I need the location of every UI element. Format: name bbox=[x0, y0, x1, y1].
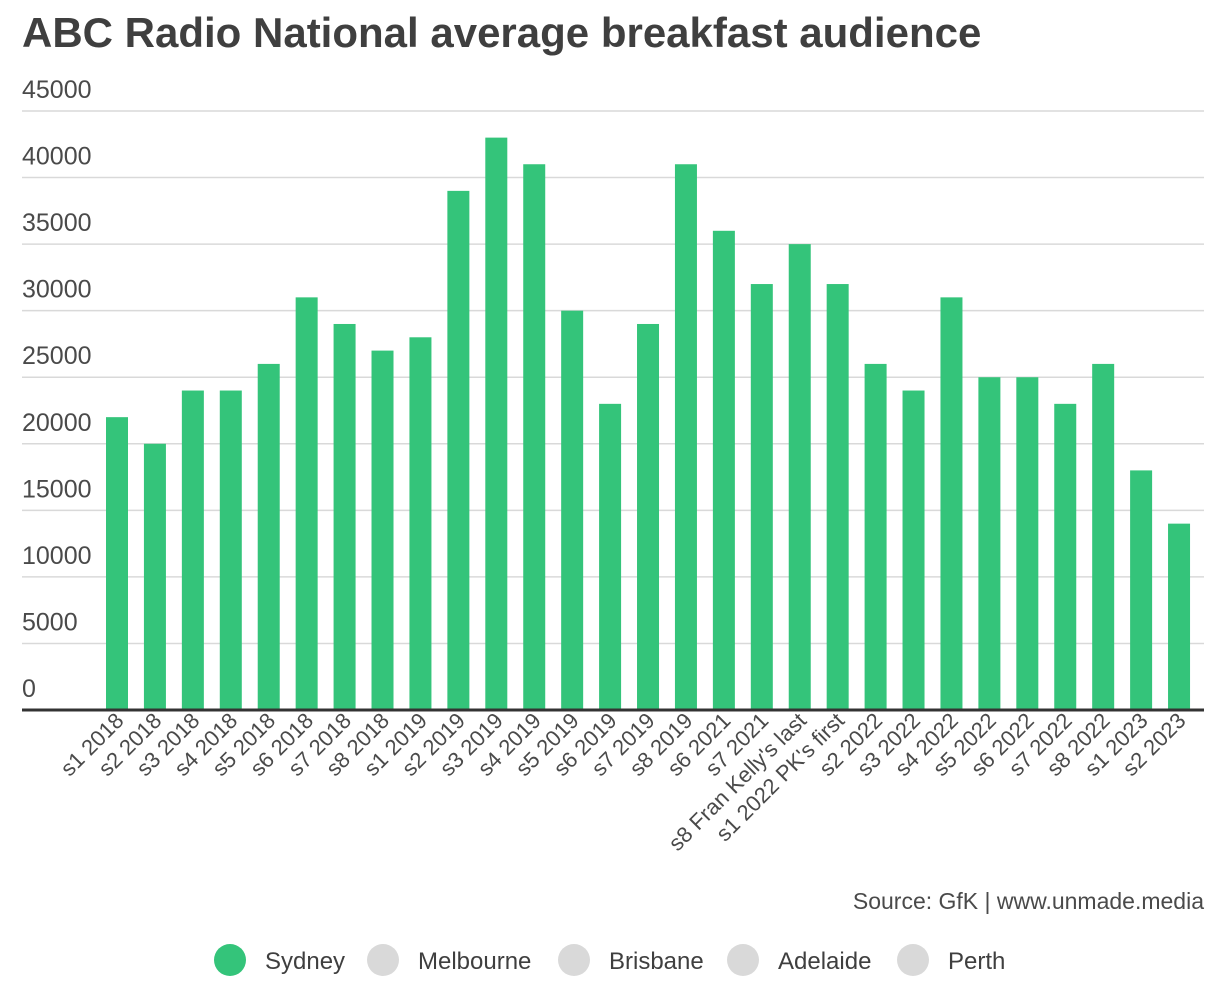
legend-item-perth[interactable]: Perth bbox=[897, 944, 1005, 976]
bars bbox=[106, 137, 1191, 711]
y-tick-label: 40000 bbox=[22, 143, 92, 171]
bar bbox=[1016, 377, 1039, 710]
legend-label: Adelaide bbox=[778, 948, 871, 975]
legend-swatch bbox=[727, 944, 759, 976]
legend-item-adelaide[interactable]: Adelaide bbox=[727, 944, 871, 976]
bar bbox=[788, 244, 811, 710]
legend-swatch bbox=[558, 944, 590, 976]
bar bbox=[1130, 470, 1153, 710]
legend: Sydney Melbourne Brisbane Adelaide Perth bbox=[214, 944, 1005, 976]
bar bbox=[712, 230, 735, 711]
bar bbox=[940, 297, 963, 710]
chart-title: ABC Radio National average breakfast aud… bbox=[22, 9, 981, 56]
bar bbox=[1092, 363, 1115, 710]
legend-label: Perth bbox=[948, 948, 1005, 975]
bar bbox=[902, 390, 925, 710]
bar bbox=[106, 417, 128, 710]
bar bbox=[826, 284, 849, 710]
bar bbox=[485, 137, 508, 711]
y-tick-label: 10000 bbox=[22, 542, 92, 570]
legend-swatch bbox=[367, 944, 399, 976]
legend-label: Brisbane bbox=[609, 948, 704, 975]
y-tick-label: 0 bbox=[22, 675, 36, 703]
legend-swatch bbox=[897, 944, 929, 976]
bar bbox=[674, 164, 697, 710]
bar bbox=[143, 443, 166, 710]
bar bbox=[561, 310, 584, 710]
y-tick-label: 25000 bbox=[22, 342, 92, 370]
y-tick-label: 5000 bbox=[22, 608, 78, 636]
bar bbox=[523, 164, 546, 710]
y-tick-label: 45000 bbox=[22, 76, 92, 104]
legend-swatch bbox=[214, 944, 246, 976]
y-tick-label: 15000 bbox=[22, 475, 92, 503]
legend-label: Sydney bbox=[265, 948, 345, 975]
bar bbox=[864, 363, 887, 710]
source-note: Source: GfK | www.unmade.media bbox=[853, 888, 1204, 914]
legend-item-sydney[interactable]: Sydney bbox=[214, 944, 345, 976]
bar bbox=[750, 284, 773, 710]
y-axis-ticks: 0 5000 10000 15000 20000 25000 30000 35000 40000… bbox=[22, 76, 92, 703]
bar bbox=[599, 403, 622, 710]
bar bbox=[447, 190, 470, 710]
y-tick-label: 35000 bbox=[22, 209, 92, 237]
gridlines bbox=[22, 110, 1204, 645]
legend-item-melbourne[interactable]: Melbourne bbox=[367, 944, 531, 976]
legend-item-brisbane[interactable]: Brisbane bbox=[558, 944, 704, 976]
bar bbox=[1168, 523, 1191, 710]
bar bbox=[409, 337, 432, 710]
y-tick-label: 30000 bbox=[22, 276, 92, 304]
legend-label: Melbourne bbox=[418, 948, 531, 975]
bar bbox=[978, 377, 1001, 710]
y-tick-label: 20000 bbox=[22, 409, 92, 437]
bar bbox=[181, 390, 204, 710]
bar bbox=[219, 390, 242, 710]
bar bbox=[333, 323, 356, 710]
bar bbox=[257, 363, 280, 710]
bar bbox=[637, 323, 660, 710]
bar bbox=[371, 350, 394, 710]
bar bbox=[295, 297, 318, 710]
bar bbox=[1054, 403, 1077, 710]
